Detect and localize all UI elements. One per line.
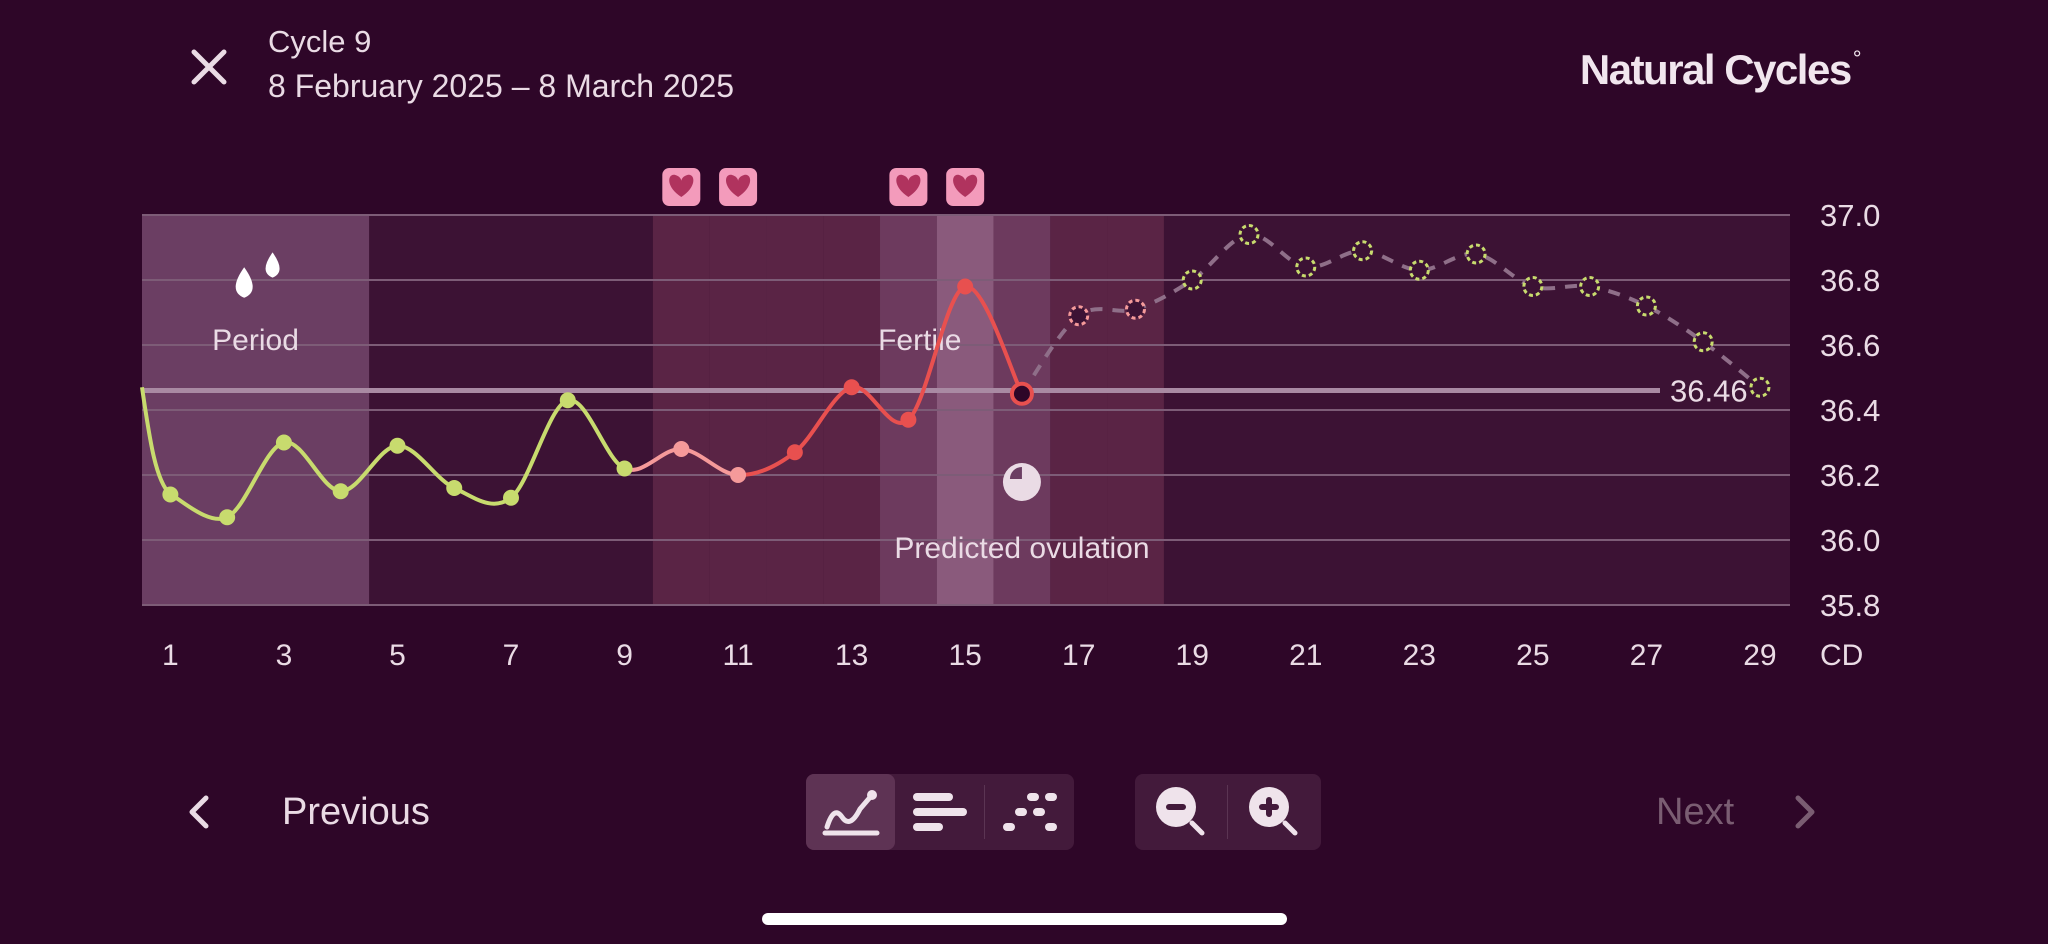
heart-icon (726, 174, 751, 197)
close-button[interactable] (180, 38, 238, 96)
x-tick-label: 9 (616, 639, 633, 672)
x-tick-label: 25 (1516, 639, 1549, 672)
temperature-data-point[interactable] (900, 411, 917, 428)
y-tick-label: 35.8 (1820, 588, 1880, 623)
temperature-data-point[interactable] (730, 467, 747, 483)
brand-logo: Natural Cycles° (1560, 46, 1862, 94)
predicted-data-point[interactable] (1352, 240, 1374, 262)
temperature-line-segment (906, 284, 967, 422)
period-drops-icon (235, 267, 253, 298)
x-tick-label: 19 (1176, 639, 1209, 672)
zoom-in-icon (1249, 787, 1298, 836)
x-tick-label: 23 (1403, 639, 1436, 672)
bars-view-button[interactable] (895, 774, 984, 850)
x-tick-label: 7 (503, 639, 520, 672)
fertile-label: Fertile (878, 324, 961, 357)
today-data-point[interactable] (1009, 381, 1034, 406)
predicted-data-point[interactable] (1465, 243, 1487, 265)
temperature-data-point[interactable] (389, 437, 406, 454)
temperature-chart[interactable]: 37.036.836.636.436.236.035.836.461 3 5 7 9 11… (0, 150, 2048, 680)
predicted-data-point[interactable] (1749, 376, 1771, 398)
y-tick-label: 36.0 (1820, 523, 1880, 558)
y-tick-label: 36.2 (1820, 458, 1880, 493)
predicted-data-point[interactable] (1522, 276, 1544, 297)
temperature-data-point[interactable] (446, 480, 463, 496)
predicted-data-point[interactable] (1579, 276, 1601, 297)
y-tick-label: 36.6 (1820, 328, 1880, 363)
predicted-data-point[interactable] (1408, 259, 1430, 281)
brand-mark: ° (1852, 46, 1862, 71)
x-tick-label: 11 (723, 639, 754, 672)
ovulation-icon (1002, 463, 1041, 501)
x-tick-label: 1 (162, 639, 179, 672)
home-indicator[interactable] (762, 913, 1287, 925)
zoom-in-button[interactable] (1228, 774, 1320, 850)
previous-cycle-button[interactable]: Previous (186, 772, 430, 852)
toggle-divider (984, 785, 985, 839)
heart-icon (896, 174, 921, 197)
graph-view-icon (822, 790, 879, 836)
graph-view-button[interactable] (806, 774, 895, 850)
x-tick-label: 13 (835, 639, 868, 672)
dots-view-button[interactable] (985, 774, 1074, 850)
temperature-data-point[interactable] (843, 379, 860, 396)
chevron-right-icon (1795, 795, 1815, 829)
zoom-controls[interactable] (1135, 774, 1321, 850)
predicted-data-point[interactable] (1238, 224, 1260, 245)
heart-icon (953, 174, 978, 197)
y-tick-label: 36.4 (1820, 393, 1880, 428)
temperature-data-point[interactable] (616, 460, 633, 477)
dots-view-icon (1002, 793, 1057, 831)
y-tick-label: 37.0 (1820, 198, 1880, 233)
temperature-data-point[interactable] (219, 509, 236, 526)
cycle-title: Cycle 9 (268, 24, 372, 59)
close-icon (191, 49, 227, 85)
predicted-data-point[interactable] (1181, 269, 1203, 291)
temperature-data-point[interactable] (275, 434, 292, 451)
zoom-out-icon (1156, 787, 1205, 836)
temperature-data-point[interactable] (332, 483, 349, 500)
predicted-ovulation-label: Predicted ovulation (894, 532, 1149, 565)
next-label: Next (1656, 790, 1735, 833)
x-tick-label: 21 (1289, 639, 1322, 672)
previous-label: Previous (282, 790, 430, 833)
x-tick-label: 29 (1743, 639, 1776, 672)
chevron-left-icon (189, 795, 209, 829)
bars-view-icon (912, 793, 967, 831)
x-tick-label: 27 (1630, 639, 1663, 672)
brand-name: Natural Cycles (1579, 46, 1852, 93)
x-axis-unit: CD (1820, 639, 1863, 672)
y-tick-label: 36.8 (1820, 263, 1880, 298)
ovulation-icon-mark (1009, 467, 1022, 479)
predicted-data-point[interactable] (1635, 295, 1657, 317)
temperature-data-point[interactable] (559, 392, 576, 409)
temperature-data-point[interactable] (786, 444, 803, 461)
temperature-data-point[interactable] (503, 489, 520, 506)
period-label: Period (212, 324, 299, 357)
zoom-divider (1227, 785, 1228, 839)
period-drop-small-icon (265, 252, 280, 278)
x-tick-label: 17 (1062, 639, 1095, 672)
heart-icon (669, 174, 694, 197)
predicted-data-point[interactable] (1068, 305, 1090, 327)
predicted-data-point[interactable] (1692, 331, 1714, 353)
temperature-data-point[interactable] (957, 278, 974, 295)
coverline-label: 36.46 (1670, 374, 1748, 409)
x-tick-label: 15 (948, 639, 981, 672)
predicted-data-point[interactable] (1124, 298, 1146, 320)
predicted-data-point[interactable] (1295, 256, 1317, 278)
next-cycle-button[interactable]: Next (1656, 772, 1818, 852)
zoom-out-button[interactable] (1135, 774, 1227, 850)
cycle-date-range: 8 February 2025 – 8 March 2025 (268, 68, 735, 104)
x-tick-label: 3 (276, 639, 293, 672)
temperature-data-point[interactable] (673, 441, 690, 457)
view-mode-toggle[interactable] (806, 774, 1074, 850)
temperature-data-point[interactable] (162, 486, 179, 503)
x-tick-label: 5 (389, 639, 406, 672)
